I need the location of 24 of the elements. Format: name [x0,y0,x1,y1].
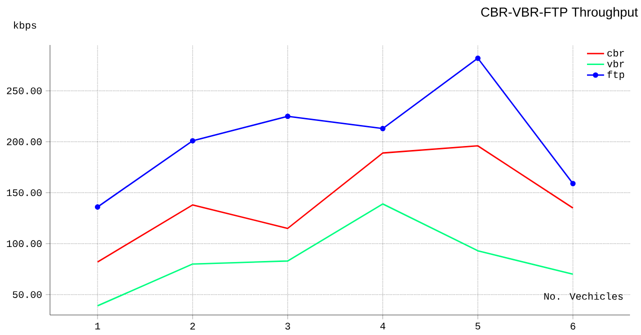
point [475,56,481,61]
x-tick-label: 4 [380,322,386,330]
x-tick-label: 3 [285,322,290,330]
point [380,126,386,132]
point [285,114,290,120]
line-series [96,145,574,263]
x-tick-label: 5 [475,322,480,330]
point [570,180,576,186]
y-tick-label: 250.00 [6,87,42,94]
legend-label: ftp [607,70,624,80]
x-tick-label: 6 [570,322,576,330]
legend-label: cbr [607,49,624,57]
y-tick-label: 150.00 [6,189,42,196]
chart-title: CBR-VBR-FTP Throughput [481,7,638,20]
y-axis-title: kbps [14,21,36,31]
y-tick-label: 200.00 [6,138,42,146]
x-axis-title: No. Vechicles [544,292,623,300]
y-tick-label: 100.00 [6,240,42,248]
point [190,138,196,144]
legend-label: vbr [607,60,624,68]
y-tick-label: 50.00 [12,291,42,298]
x-tick-label: 2 [190,322,195,330]
x-tick-label: 1 [95,322,100,330]
point [94,204,100,210]
